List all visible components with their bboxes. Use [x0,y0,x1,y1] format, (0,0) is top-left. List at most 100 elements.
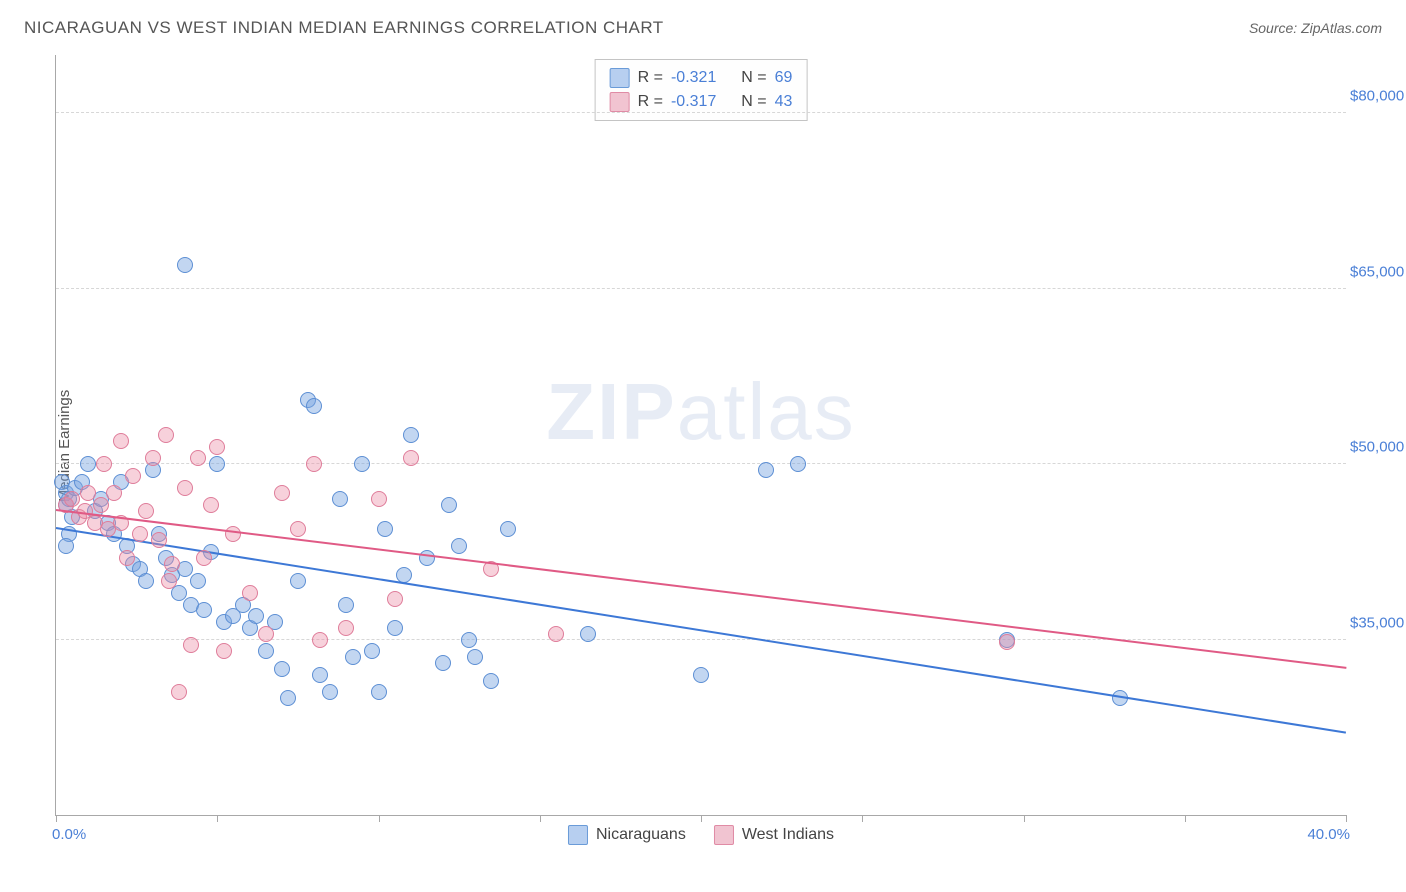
scatter-plot-area: ZIPatlas R = -0.321 N = 69 R = -0.317 N … [55,55,1346,816]
data-point [280,690,296,706]
gridline [56,639,1346,640]
x-tick [1185,815,1186,822]
data-point [248,608,264,624]
data-point [113,433,129,449]
y-tick-label: $65,000 [1350,263,1402,280]
data-point [371,684,387,700]
data-point [225,526,241,542]
data-point [312,632,328,648]
data-point [345,649,361,665]
swatch-nicaraguans [568,825,588,845]
data-point [790,456,806,472]
x-axis-min-label: 0.0% [52,826,86,843]
data-point [377,521,393,537]
data-point [125,468,141,484]
swatch-west-indians [714,825,734,845]
x-tick [217,815,218,822]
x-tick [1346,815,1347,822]
data-point [451,538,467,554]
data-point [164,556,180,572]
data-point [693,667,709,683]
data-point [403,450,419,466]
data-point [132,526,148,542]
chart-header: NICARAGUAN VS WEST INDIAN MEDIAN EARNING… [24,18,1382,38]
legend-row-nicaraguans: R = -0.321 N = 69 [610,66,793,90]
data-point [161,573,177,589]
data-point [354,456,370,472]
data-point [483,673,499,689]
swatch-nicaraguans [610,68,630,88]
x-tick [701,815,702,822]
y-tick-label: $35,000 [1350,614,1402,631]
watermark-text: ZIPatlas [546,366,855,458]
data-point [151,532,167,548]
legend-item-west-indians: West Indians [714,825,834,845]
data-point [203,497,219,513]
data-point [290,521,306,537]
data-point [242,585,258,601]
data-point [190,573,206,589]
data-point [371,491,387,507]
data-point [758,462,774,478]
data-point [387,591,403,607]
gridline [56,288,1346,289]
data-point [58,538,74,554]
data-point [216,643,232,659]
data-point [387,620,403,636]
legend-row-west-indians: R = -0.317 N = 43 [610,90,793,114]
data-point [138,573,154,589]
data-point [80,456,96,472]
data-point [171,684,187,700]
legend-item-nicaraguans: Nicaraguans [568,825,686,845]
data-point [338,620,354,636]
data-point [548,626,564,642]
x-tick [1024,815,1025,822]
data-point [145,450,161,466]
data-point [64,491,80,507]
data-point [332,491,348,507]
x-axis-max-label: 40.0% [1307,826,1350,843]
data-point [93,497,109,513]
data-point [403,427,419,443]
data-point [338,597,354,613]
data-point [290,573,306,589]
data-point [274,485,290,501]
data-point [999,634,1015,650]
y-tick-label: $80,000 [1350,88,1402,105]
data-point [96,456,112,472]
data-point [190,450,206,466]
data-point [196,602,212,618]
data-point [196,550,212,566]
data-point [119,550,135,566]
x-tick [540,815,541,822]
data-point [106,485,122,501]
gridline [56,112,1346,113]
data-point [312,667,328,683]
data-point [158,427,174,443]
data-point [274,661,290,677]
data-point [183,637,199,653]
data-point [306,456,322,472]
source-attribution: Source: ZipAtlas.com [1249,20,1382,36]
x-tick [56,815,57,822]
y-tick-label: $50,000 [1350,439,1402,456]
gridline [56,463,1346,464]
data-point [441,497,457,513]
data-point [209,439,225,455]
data-point [419,550,435,566]
data-point [306,398,322,414]
data-point [461,632,477,648]
x-tick [379,815,380,822]
data-point [364,643,380,659]
series-legend: Nicaraguans West Indians [568,825,834,845]
data-point [80,485,96,501]
data-point [138,503,154,519]
data-point [209,456,225,472]
data-point [467,649,483,665]
data-point [435,655,451,671]
x-tick [862,815,863,822]
data-point [177,480,193,496]
chart-title: NICARAGUAN VS WEST INDIAN MEDIAN EARNING… [24,18,664,38]
data-point [500,521,516,537]
data-point [258,643,274,659]
